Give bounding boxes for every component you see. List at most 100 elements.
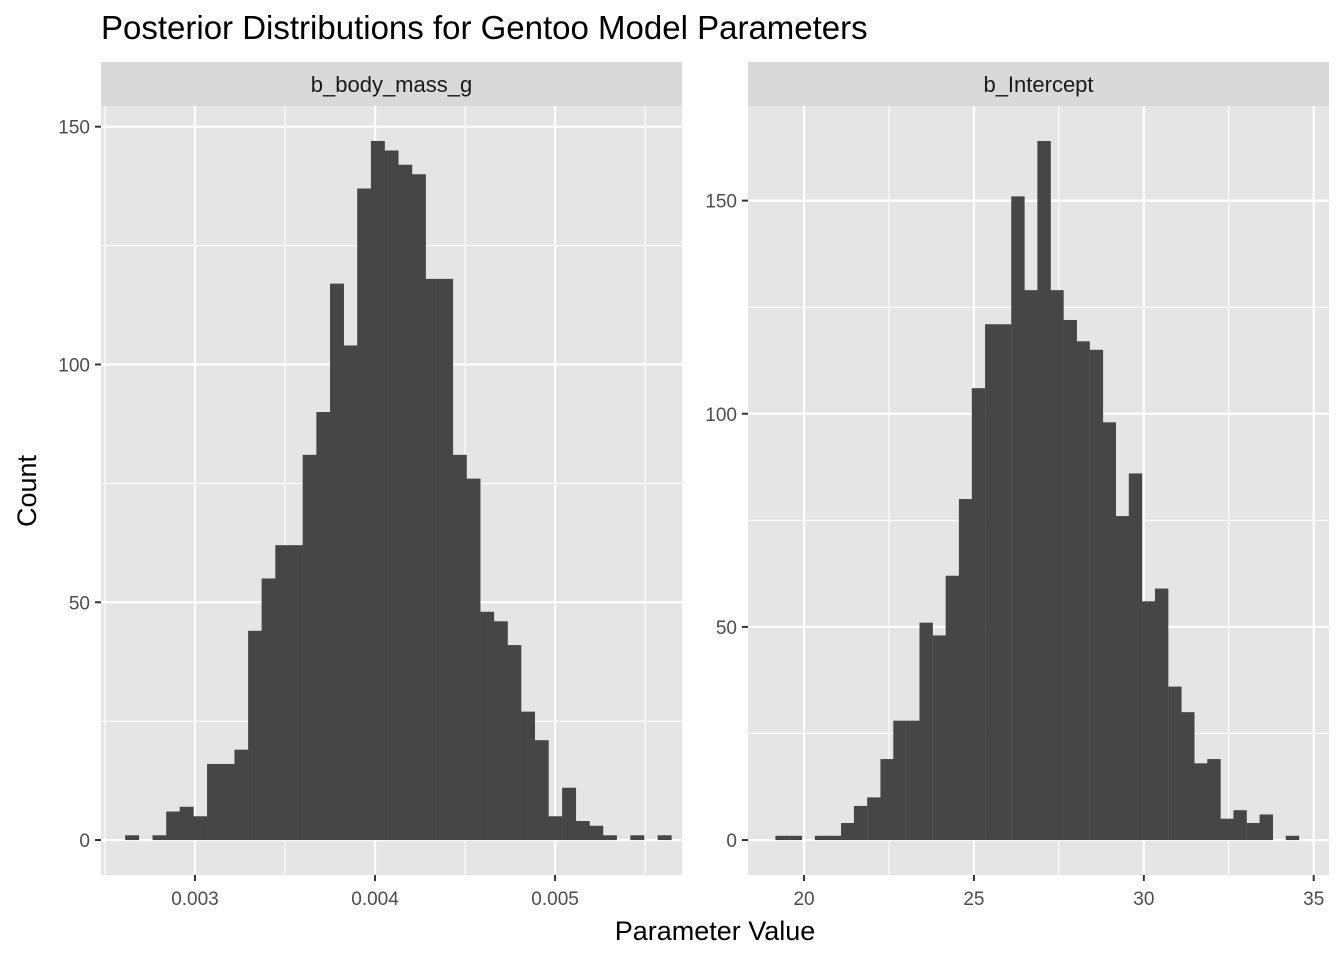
y-tick-label: 50 xyxy=(69,593,90,614)
x-tick-label: 0.004 xyxy=(351,889,399,910)
histogram-bar xyxy=(316,412,331,841)
histogram-bar xyxy=(1142,601,1156,841)
x-tick-label: 25 xyxy=(963,889,984,910)
facet-panel-body-mass: b_body_mass_g 0.003 0.004 0.005 0 50 100 150 xyxy=(58,62,682,910)
histogram-bar xyxy=(630,835,645,841)
y-tick-label: 0 xyxy=(79,831,90,852)
histogram-bar xyxy=(493,621,508,841)
facet-strip-body-mass xyxy=(101,62,682,106)
histogram-bar xyxy=(997,324,1012,841)
histogram-bar xyxy=(425,278,440,841)
histogram-bar xyxy=(521,711,536,841)
histogram-bar xyxy=(248,630,263,841)
histogram-bar xyxy=(1259,814,1273,841)
histogram-bar xyxy=(384,150,399,841)
facet-label-intercept: b_Intercept xyxy=(983,72,1093,97)
histogram-bar xyxy=(343,345,358,841)
facet-label-body-mass: b_body_mass_g xyxy=(311,72,472,97)
histogram-bar xyxy=(534,740,549,841)
histogram-bar xyxy=(261,578,276,841)
histogram-bar xyxy=(575,821,590,841)
histogram-bar xyxy=(932,635,947,841)
y-tick-label: 100 xyxy=(58,355,90,376)
histogram-bar xyxy=(906,720,920,841)
histogram-bar xyxy=(1115,516,1130,841)
histogram-bar xyxy=(971,388,986,841)
histogram-bar xyxy=(827,835,842,841)
y-tick-label: 150 xyxy=(58,118,90,139)
histogram-bar xyxy=(853,805,868,841)
histogram-bar xyxy=(220,763,235,841)
histogram-bar xyxy=(234,749,249,841)
histogram-bar xyxy=(1063,319,1077,841)
histogram-bar xyxy=(370,140,385,841)
histogram-bar xyxy=(548,816,563,841)
histogram-bar xyxy=(1233,810,1247,841)
histogram-bar xyxy=(657,835,672,841)
axes-body-mass: 0.003 0.004 0.005 0 50 100 150 xyxy=(58,118,579,910)
histogram-bar xyxy=(1011,196,1025,841)
axes-intercept: 20 25 30 35 0 50 100 150 xyxy=(705,192,1324,910)
y-tick-label: 50 xyxy=(716,618,737,639)
histogram-bar xyxy=(1076,341,1090,841)
histogram-bar xyxy=(207,763,222,841)
histogram-bar xyxy=(867,797,881,841)
histogram-bar xyxy=(1181,712,1195,841)
y-tick-label: 150 xyxy=(705,192,737,213)
histogram-bar xyxy=(452,454,467,841)
chart-title: Posterior Distributions for Gentoo Model… xyxy=(101,9,868,46)
facet-strip-intercept xyxy=(748,62,1329,106)
histogram-bar xyxy=(398,164,413,841)
histogram-bar xyxy=(893,720,907,841)
histogram-bar xyxy=(1037,140,1051,841)
x-tick-label: 35 xyxy=(1303,889,1324,910)
histogram-bar xyxy=(507,645,522,841)
y-axis-title: Count xyxy=(12,454,42,527)
histogram-bar xyxy=(880,759,894,841)
histogram-bar xyxy=(1102,422,1117,841)
histogram-bar xyxy=(1128,473,1143,841)
histogram-bar xyxy=(1207,759,1221,841)
histogram-bar xyxy=(1050,290,1064,841)
histogram-bar xyxy=(562,787,577,841)
histogram-bar xyxy=(125,835,140,841)
histogram-bar xyxy=(985,324,999,841)
histogram-bar xyxy=(1089,349,1104,841)
histogram-bar xyxy=(1220,818,1234,841)
histogram-bar xyxy=(1194,763,1208,841)
histogram-bars-intercept xyxy=(775,140,1300,841)
histogram-bar xyxy=(1246,822,1261,841)
facet-panel-intercept: b_Intercept 20 25 30 35 0 50 100 150 xyxy=(705,62,1329,910)
histogram-bar xyxy=(166,811,181,841)
x-tick-label: 30 xyxy=(1133,889,1154,910)
histogram-bar xyxy=(945,575,960,841)
x-tick-label: 0.005 xyxy=(531,889,579,910)
histogram-bar xyxy=(193,816,208,841)
x-tick-label: 0.003 xyxy=(171,889,219,910)
histogram-bar xyxy=(775,835,789,841)
histogram-bar xyxy=(1154,588,1169,841)
histogram-bar xyxy=(480,611,495,841)
histogram-bar xyxy=(589,825,604,841)
histogram-bar xyxy=(179,806,194,841)
histogram-bar xyxy=(411,174,426,841)
y-tick-label: 0 xyxy=(726,831,737,852)
histogram-bar xyxy=(357,188,372,841)
histogram-bar xyxy=(439,278,454,841)
histogram-bar xyxy=(814,835,829,841)
histogram-bar xyxy=(1285,835,1300,841)
histogram-bar xyxy=(788,835,803,841)
x-axis-title: Parameter Value xyxy=(615,916,816,946)
histogram-bar xyxy=(602,835,617,841)
y-tick-label: 100 xyxy=(705,405,737,426)
histogram-bar xyxy=(841,822,855,841)
x-tick-label: 20 xyxy=(793,889,814,910)
histogram-bar xyxy=(1024,290,1038,841)
histogram-bar xyxy=(152,835,167,841)
histogram-bar xyxy=(275,545,290,841)
histogram-bar xyxy=(958,499,973,841)
histogram-bar xyxy=(288,545,303,841)
histogram-bar xyxy=(466,478,481,841)
histogram-bar xyxy=(919,622,933,841)
